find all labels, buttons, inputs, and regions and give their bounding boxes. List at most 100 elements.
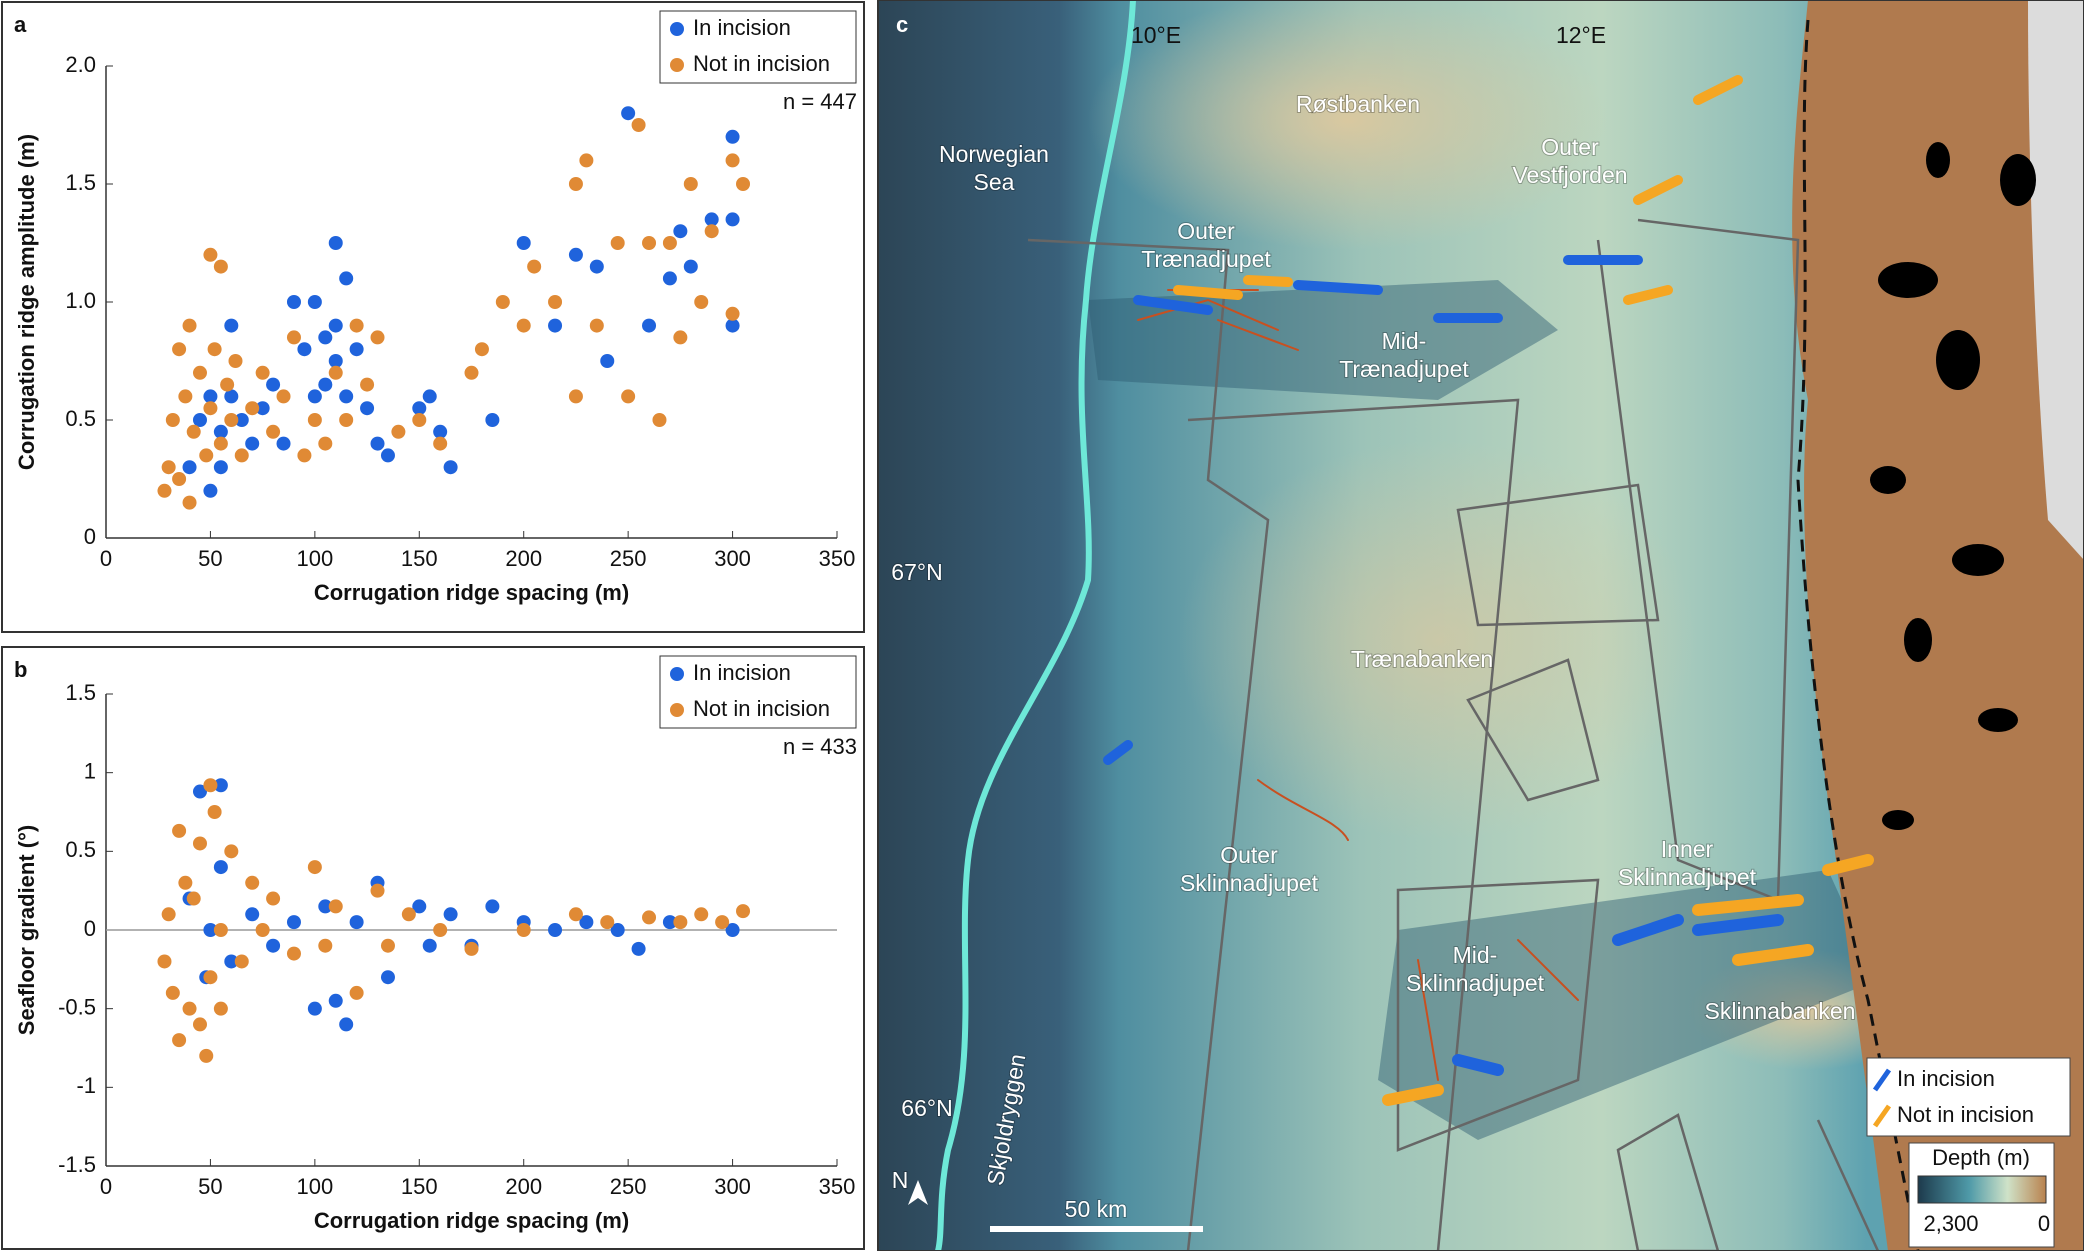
point (203, 778, 218, 793)
panel-label: c (896, 12, 908, 37)
point (165, 985, 180, 1000)
point (495, 295, 510, 309)
point (286, 915, 301, 930)
point (736, 177, 751, 191)
point (694, 907, 709, 922)
point (422, 938, 437, 953)
point (307, 389, 322, 404)
point (186, 424, 201, 439)
legend-label: In incision (693, 15, 791, 40)
legend-label: Not in incision (693, 696, 830, 721)
point (297, 448, 312, 463)
point (255, 365, 270, 380)
point (307, 1001, 322, 1016)
point (725, 318, 740, 333)
y-tick-label: 0 (84, 916, 96, 941)
point (485, 413, 500, 427)
point (266, 938, 281, 953)
point (391, 424, 406, 439)
point (704, 224, 719, 239)
point (192, 836, 207, 851)
point (234, 954, 249, 969)
point (401, 907, 416, 922)
point (433, 923, 448, 937)
point (568, 389, 583, 404)
point (266, 424, 281, 439)
legend-label: In incision (693, 660, 791, 685)
point (662, 236, 677, 250)
x-tick-label: 0 (100, 1174, 112, 1199)
point (203, 247, 218, 262)
point (266, 377, 281, 392)
point (433, 436, 448, 451)
point (725, 306, 740, 321)
point (725, 129, 740, 144)
y-tick-label: 2.0 (65, 52, 96, 77)
legend-swatch (1872, 1068, 1892, 1092)
point (224, 318, 239, 333)
y-tick-label: -0.5 (58, 994, 96, 1019)
point (548, 318, 563, 333)
panel-frame (1, 646, 865, 1250)
x-axis-label: Corrugation ridge spacing (m) (314, 1208, 629, 1233)
point (548, 295, 563, 309)
point (339, 271, 354, 286)
point (349, 342, 364, 357)
point (199, 448, 214, 463)
point (662, 271, 677, 286)
point (266, 891, 281, 906)
point (339, 413, 354, 427)
point (307, 860, 322, 875)
depth-max-label: 0 (2038, 1211, 2050, 1236)
y-tick-label: 1.0 (65, 288, 96, 313)
point (673, 330, 688, 345)
point (245, 436, 260, 451)
point (213, 860, 228, 875)
legend-box (659, 10, 857, 84)
point (360, 377, 375, 392)
place-label: Outer (1177, 218, 1235, 244)
point (380, 970, 395, 985)
y-tick-label: -1.5 (58, 1152, 96, 1177)
point (621, 106, 636, 121)
point (589, 318, 604, 333)
legend-label: Not in incision (693, 51, 830, 76)
place-label: Inner (1661, 836, 1714, 862)
point (203, 389, 218, 404)
point (464, 941, 479, 956)
x-tick-label: 100 (296, 546, 333, 571)
x-tick-label: 350 (819, 546, 856, 571)
point (220, 377, 235, 392)
point (527, 259, 542, 274)
x-tick-label: 50 (198, 1174, 222, 1199)
point (631, 118, 646, 132)
x-tick-label: 350 (819, 1174, 856, 1199)
x-tick-label: 200 (505, 546, 542, 571)
point (182, 460, 197, 475)
point (213, 923, 228, 937)
place-label: Sklinnabanken (1705, 998, 1856, 1024)
place-label: Sklinnadjupet (1618, 864, 1757, 890)
y-tick-label: 0 (84, 524, 96, 549)
x-tick-label: 150 (401, 546, 438, 571)
scale-bar-label: 50 km (1065, 1196, 1128, 1222)
x-tick-label: 0 (100, 546, 112, 571)
point (245, 401, 260, 416)
point (422, 389, 437, 404)
point (228, 354, 243, 368)
point (318, 899, 333, 914)
land (1792, 0, 2084, 1251)
place-label: Norwegian (939, 141, 1049, 167)
point (370, 883, 385, 898)
point (157, 954, 172, 969)
bank (1178, 440, 1698, 840)
survey-outlines (1027, 218, 1880, 1251)
point (579, 153, 594, 168)
map-legend (1866, 1057, 2071, 1137)
point (172, 342, 187, 357)
point (328, 993, 343, 1008)
y-tick-label: 1.5 (65, 680, 96, 705)
point (673, 224, 688, 239)
point (642, 236, 657, 250)
point (224, 954, 239, 969)
